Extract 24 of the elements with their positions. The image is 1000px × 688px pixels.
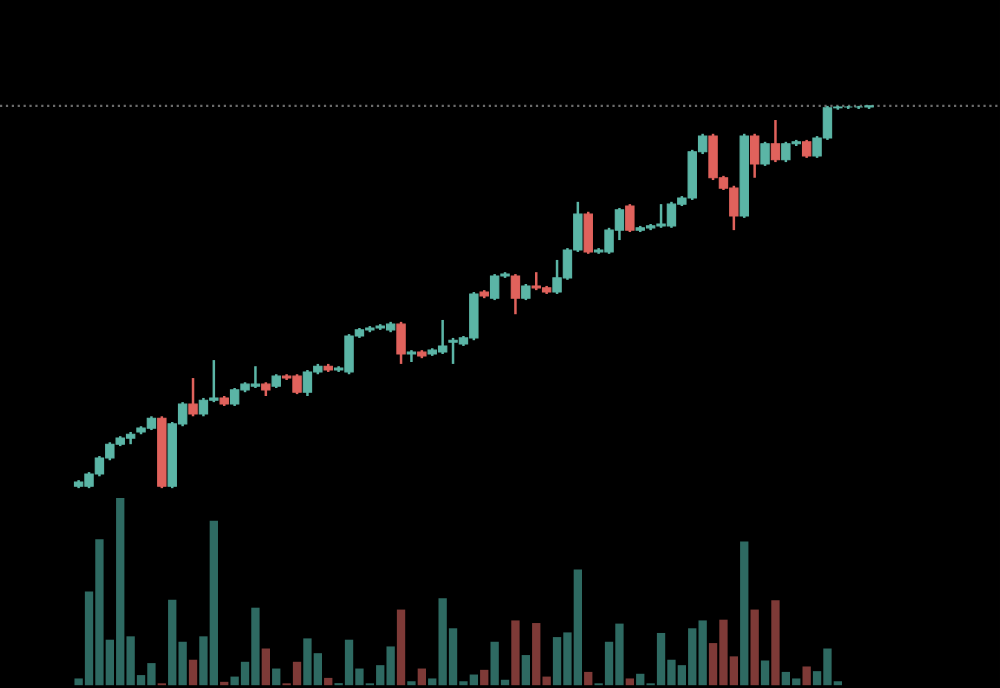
bar	[625, 678, 635, 686]
candlestick	[396, 320, 406, 366]
candlestick	[583, 210, 593, 256]
candlestick	[188, 376, 198, 418]
bar	[188, 659, 198, 686]
bar	[771, 600, 780, 686]
bar	[740, 541, 749, 686]
bar	[480, 669, 489, 686]
bar	[417, 668, 426, 686]
candlestick	[770, 118, 781, 164]
bar	[511, 620, 520, 686]
bar	[584, 671, 593, 686]
bar	[750, 609, 759, 686]
bar	[261, 648, 270, 686]
candlestick	[625, 202, 635, 234]
bar	[324, 677, 333, 686]
bar	[521, 655, 531, 686]
bar	[272, 668, 281, 686]
candlestick	[749, 132, 760, 179]
candlestick	[510, 272, 521, 316]
bar	[802, 666, 811, 686]
bar	[396, 609, 406, 686]
bar	[760, 660, 770, 686]
candlestick	[760, 140, 770, 168]
